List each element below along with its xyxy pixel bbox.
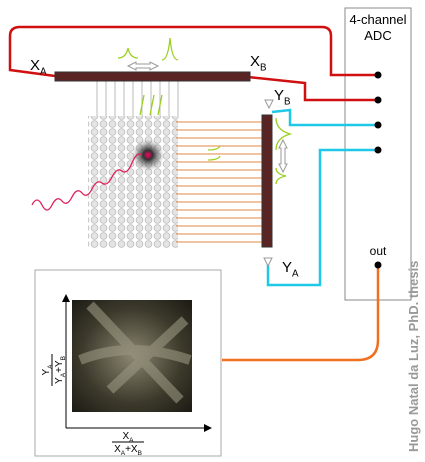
subscript: A bbox=[292, 269, 299, 280]
symbol: Y bbox=[274, 87, 284, 104]
strip-lines bbox=[97, 80, 178, 118]
y-electrode bbox=[262, 115, 272, 247]
subscript: B bbox=[60, 356, 67, 360]
wire-xa bbox=[10, 27, 378, 76]
subscript: B bbox=[284, 97, 291, 108]
symbol: Y bbox=[282, 259, 292, 276]
out-label: out bbox=[370, 244, 387, 258]
label-xb: XB bbox=[250, 53, 267, 74]
x-electrode bbox=[55, 72, 250, 81]
symbol: +X bbox=[125, 444, 138, 455]
y-strips bbox=[176, 122, 262, 242]
credit: Hugo Natal da Luz, PhD. thesis bbox=[406, 261, 421, 452]
diagram: 4-channel ADC out XA XB YB YA YA YA+YB X… bbox=[0, 0, 425, 457]
adc-title: ADC bbox=[364, 28, 391, 43]
symbol: X bbox=[30, 57, 40, 74]
subscript: A bbox=[47, 364, 54, 369]
symbol: X bbox=[250, 53, 260, 70]
label-yb: YB bbox=[274, 87, 291, 108]
adc-title: 4-channel bbox=[349, 12, 406, 27]
subscript: A bbox=[40, 67, 47, 78]
subscript: B bbox=[260, 63, 267, 74]
subscript: B bbox=[138, 450, 142, 457]
symbol: +Y bbox=[54, 360, 65, 373]
label-ya: YA bbox=[282, 259, 299, 280]
subscript: A bbox=[129, 437, 134, 444]
